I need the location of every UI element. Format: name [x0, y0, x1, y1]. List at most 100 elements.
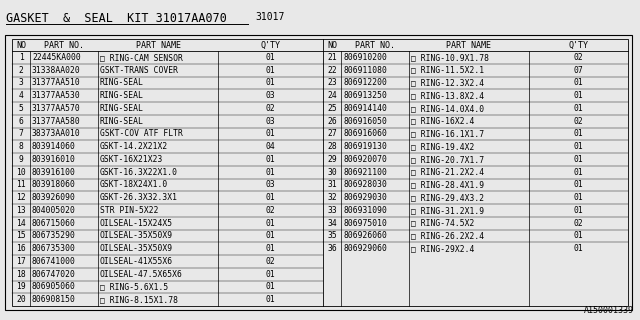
Text: □ RING-8.15X1.78: □ RING-8.15X1.78: [100, 295, 178, 304]
Text: 27: 27: [327, 129, 337, 138]
Bar: [12, 39, 628, 306]
Text: 01: 01: [266, 193, 275, 202]
Text: 02: 02: [573, 116, 584, 126]
Text: 10: 10: [16, 168, 26, 177]
Text: 32: 32: [327, 193, 337, 202]
Text: 02: 02: [573, 219, 584, 228]
Text: 01: 01: [266, 155, 275, 164]
Text: 30: 30: [327, 168, 337, 177]
Text: 806715060: 806715060: [32, 219, 76, 228]
Text: 806929030: 806929030: [343, 193, 387, 202]
Text: STR PIN-5X22: STR PIN-5X22: [100, 206, 159, 215]
Text: GSKT-26.3X32.3X1: GSKT-26.3X32.3X1: [100, 193, 178, 202]
Text: 7: 7: [19, 129, 24, 138]
Text: 22: 22: [327, 66, 337, 75]
Text: 01: 01: [266, 129, 275, 138]
Text: □ RING-74.5X2: □ RING-74.5X2: [411, 219, 474, 228]
Text: □ RING-12.3X2.4: □ RING-12.3X2.4: [411, 78, 484, 87]
Text: 01: 01: [573, 142, 584, 151]
Text: 806908150: 806908150: [32, 295, 76, 304]
Text: PART NO.: PART NO.: [44, 41, 84, 50]
Text: OILSEAL-35X50X9: OILSEAL-35X50X9: [100, 231, 173, 240]
Text: 36: 36: [327, 244, 337, 253]
Text: 07: 07: [573, 66, 584, 75]
Text: □ RING-16.1X1.7: □ RING-16.1X1.7: [411, 129, 484, 138]
Text: 20: 20: [16, 295, 26, 304]
Text: 806929060: 806929060: [343, 244, 387, 253]
Text: 16: 16: [16, 244, 26, 253]
Text: OILSEAL-41X55X6: OILSEAL-41X55X6: [100, 257, 173, 266]
Text: RING-SEAL: RING-SEAL: [100, 78, 144, 87]
Text: 01: 01: [573, 231, 584, 240]
Text: GSKT-COV ATF FLTR: GSKT-COV ATF FLTR: [100, 129, 183, 138]
Text: 29: 29: [327, 155, 337, 164]
Text: 803914060: 803914060: [32, 142, 76, 151]
Text: OILSEAL-47.5X65X6: OILSEAL-47.5X65X6: [100, 270, 183, 279]
Text: 04: 04: [266, 142, 275, 151]
Text: 4: 4: [19, 91, 24, 100]
Text: 03: 03: [266, 180, 275, 189]
Text: 33: 33: [327, 206, 337, 215]
Text: □ RING-13.8X2.4: □ RING-13.8X2.4: [411, 91, 484, 100]
Text: 01: 01: [573, 206, 584, 215]
Text: 11: 11: [16, 180, 26, 189]
Text: 01: 01: [573, 155, 584, 164]
Text: 01: 01: [573, 78, 584, 87]
Text: GSKT-14.2X21X2: GSKT-14.2X21X2: [100, 142, 168, 151]
Text: GSKT-18X24X1.0: GSKT-18X24X1.0: [100, 180, 168, 189]
Bar: [5, 35, 632, 310]
Text: 806916050: 806916050: [343, 116, 387, 126]
Text: PART NAME: PART NAME: [136, 41, 180, 50]
Text: □ RING-5.6X1.5: □ RING-5.6X1.5: [100, 282, 168, 292]
Text: 02: 02: [266, 104, 275, 113]
Text: 806928030: 806928030: [343, 180, 387, 189]
Text: OILSEAL-15X24X5: OILSEAL-15X24X5: [100, 219, 173, 228]
Text: 01: 01: [266, 78, 275, 87]
Text: 01: 01: [266, 53, 275, 62]
Text: 26: 26: [327, 116, 337, 126]
Text: 01: 01: [266, 270, 275, 279]
Text: 803918060: 803918060: [32, 180, 76, 189]
Text: 34: 34: [327, 219, 337, 228]
Text: Q'TY: Q'TY: [260, 41, 280, 50]
Text: 12: 12: [16, 193, 26, 202]
Text: 806919130: 806919130: [343, 142, 387, 151]
Text: 01: 01: [573, 91, 584, 100]
Text: 35: 35: [327, 231, 337, 240]
Text: 803916010: 803916010: [32, 155, 76, 164]
Text: □ RING-CAM SENSOR: □ RING-CAM SENSOR: [100, 53, 183, 62]
Text: □ RING-20.7X1.7: □ RING-20.7X1.7: [411, 155, 484, 164]
Text: Q'TY: Q'TY: [568, 41, 589, 50]
Text: 01: 01: [266, 66, 275, 75]
Text: 806926060: 806926060: [343, 231, 387, 240]
Text: 01: 01: [573, 104, 584, 113]
Text: A150001339: A150001339: [584, 306, 634, 315]
Text: 804005020: 804005020: [32, 206, 76, 215]
Text: 806914140: 806914140: [343, 104, 387, 113]
Text: □ RING-29.4X3.2: □ RING-29.4X3.2: [411, 193, 484, 202]
Text: 1: 1: [19, 53, 24, 62]
Text: 31: 31: [327, 180, 337, 189]
Text: 28: 28: [327, 142, 337, 151]
Text: 806910200: 806910200: [343, 53, 387, 62]
Text: 02: 02: [573, 53, 584, 62]
Text: □ RING-10.9X1.78: □ RING-10.9X1.78: [411, 53, 489, 62]
Text: 18: 18: [16, 270, 26, 279]
Text: □ RING-21.2X2.4: □ RING-21.2X2.4: [411, 168, 484, 177]
Text: 01: 01: [266, 219, 275, 228]
Text: RING-SEAL: RING-SEAL: [100, 116, 144, 126]
Text: 23: 23: [327, 78, 337, 87]
Text: 806913250: 806913250: [343, 91, 387, 100]
Text: 3: 3: [19, 78, 24, 87]
Text: GSKT-TRANS COVER: GSKT-TRANS COVER: [100, 66, 178, 75]
Text: PART NO.: PART NO.: [355, 41, 395, 50]
Text: 31377AA530: 31377AA530: [32, 91, 81, 100]
Text: NO: NO: [16, 41, 26, 50]
Text: 02: 02: [266, 206, 275, 215]
Text: 38373AA010: 38373AA010: [32, 129, 81, 138]
Text: 01: 01: [266, 282, 275, 292]
Text: 22445KA000: 22445KA000: [32, 53, 81, 62]
Text: PART NAME: PART NAME: [447, 41, 492, 50]
Text: OILSEAL-35X50X9: OILSEAL-35X50X9: [100, 244, 173, 253]
Text: 31017: 31017: [255, 12, 284, 22]
